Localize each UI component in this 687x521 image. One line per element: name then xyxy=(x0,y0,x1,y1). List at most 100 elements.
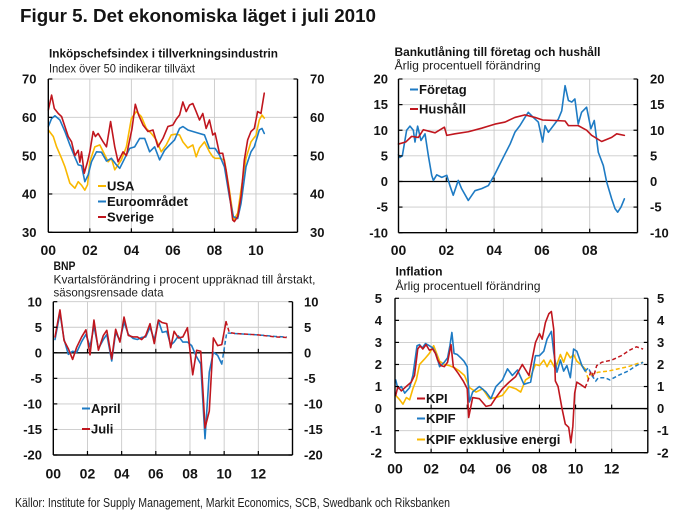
legend-item-hushall: Hushåll xyxy=(410,102,466,117)
chart-title: Bankutlåning till företag och hushåll xyxy=(395,45,601,59)
series-forecast-line-kpi xyxy=(584,346,644,388)
y-tick-label-right: 5 xyxy=(657,291,664,306)
y-tick-label-left: 5 xyxy=(381,148,388,163)
y-tick-label-left: 50 xyxy=(22,148,36,163)
chart-subtitle: Årlig procentuell förändring xyxy=(395,58,541,73)
legend-item-kpif: KPIF xyxy=(417,411,456,426)
y-tick-label-right: -20 xyxy=(304,448,323,463)
x-tick-label: 06 xyxy=(148,466,164,482)
y-tick-label-left: 40 xyxy=(22,187,36,202)
x-tick-label: 04 xyxy=(114,466,130,482)
legend: April Juli xyxy=(82,401,121,437)
y-tick-label-right: 0 xyxy=(657,401,664,416)
x-tick-label: 04 xyxy=(124,242,140,258)
y-tick-label-left: 1 xyxy=(375,379,382,394)
chart-pmi: 30 30 40 40 50 50 60 60 70 70 00 02 04 06 08 10 Inköpsc… xyxy=(22,46,324,258)
x-tick-label: 00 xyxy=(391,242,407,258)
legend-item-april: April xyxy=(82,401,121,416)
legend-item-usa: USA xyxy=(98,179,135,194)
legend-item-sverige: Sverige xyxy=(98,210,154,225)
y-tick-label-right: 10 xyxy=(650,123,664,138)
y-tick-label-left: 0 xyxy=(35,345,42,360)
y-tick-label-right: 1 xyxy=(657,379,664,394)
y-tick-label-right: -2 xyxy=(657,445,669,460)
x-tick-label: 00 xyxy=(41,242,57,258)
source-note: Källor: Institute for Supply Management,… xyxy=(15,495,450,510)
legend-label: Euroområdet xyxy=(107,194,189,209)
x-tick-label: 08 xyxy=(182,466,198,482)
y-tick-label-right: 20 xyxy=(650,72,664,87)
y-tick-label-left: 2 xyxy=(375,357,382,372)
chart-inflation: -2 -2-1 -10 01 12 23 34 45 500 02 04 06 08 10 12 Infla… xyxy=(370,265,668,477)
y-tick-label-left: 60 xyxy=(22,110,36,125)
y-tick-label-right: -1 xyxy=(657,423,669,438)
legend-item-euroomradet: Euroområdet xyxy=(98,194,189,209)
y-tick-label-left: 15 xyxy=(374,97,388,112)
y-tick-label-right: 60 xyxy=(310,110,324,125)
y-tick-label-right: -10 xyxy=(650,225,669,240)
chart-title: BNP xyxy=(54,259,76,273)
series-forecast-line-kpif-exklusive-energi xyxy=(584,361,644,380)
y-tick-label-right: -5 xyxy=(304,371,316,386)
x-tick-label: 06 xyxy=(165,242,181,258)
legend-label: Hushåll xyxy=(419,102,466,117)
y-tick-label-left: -20 xyxy=(23,448,42,463)
y-tick-label-left: 0 xyxy=(375,401,382,416)
chart-subtitle: Kvartalsförändring i procent uppräknad t… xyxy=(54,272,316,286)
y-tick-label-right: 5 xyxy=(650,148,657,163)
y-tick-label-left: 30 xyxy=(22,225,36,240)
legend: USA Euroområdet Sverige xyxy=(98,179,189,225)
series-line-sverige xyxy=(47,92,266,223)
x-tick-label: 12 xyxy=(251,466,267,482)
y-tick-label-left: 10 xyxy=(28,294,42,309)
y-tick-label-left: 20 xyxy=(374,72,388,87)
x-tick-label: 08 xyxy=(207,242,223,258)
series-line-kpif-exklusive-energi xyxy=(394,344,586,405)
x-tick-label: 00 xyxy=(46,466,62,482)
y-tick-label-left: -1 xyxy=(370,423,382,438)
legend-label: Företag xyxy=(419,82,467,97)
y-tick-label-right: 5 xyxy=(304,320,311,335)
x-tick-label: 06 xyxy=(534,242,550,258)
legend-item-kpi: KPI xyxy=(417,391,448,406)
y-tick-label-left: -5 xyxy=(376,200,388,215)
series-forecast-line-juli xyxy=(225,321,287,339)
x-tick-label: 10 xyxy=(248,242,264,258)
x-tick-label: 02 xyxy=(80,466,96,482)
legend-item-kpif-exklusive-energi: KPIF exklusive energi xyxy=(417,432,560,447)
y-tick-label-right: -5 xyxy=(650,200,662,215)
y-tick-label-right: 15 xyxy=(650,97,664,112)
legend-label: Sverige xyxy=(107,210,154,225)
x-tick-label: 00 xyxy=(387,461,403,477)
x-tick-label: 02 xyxy=(423,461,439,477)
chart-subtitle: Årlig procentuell förändring xyxy=(396,278,541,293)
legend-label: Juli xyxy=(91,422,113,437)
y-tick-label-right: -15 xyxy=(304,422,323,437)
legend: Företag Hushåll xyxy=(410,82,467,117)
y-tick-label-left: -15 xyxy=(23,422,42,437)
legend: KPI KPIF KPIF exklusive energi xyxy=(417,391,560,447)
x-tick-label: 10 xyxy=(568,461,584,477)
x-tick-label: 12 xyxy=(604,461,620,477)
y-tick-label-right: 4 xyxy=(657,313,665,328)
x-tick-label: 08 xyxy=(532,461,548,477)
y-tick-label-left: -10 xyxy=(23,397,42,412)
series-line-juli xyxy=(54,309,227,429)
plot-area: -2 -2-1 -10 01 12 23 34 45 500 02 04 06 08 10 12 xyxy=(370,291,668,477)
y-tick-label-right: 40 xyxy=(310,187,324,202)
y-tick-label-right: 70 xyxy=(310,72,324,87)
x-tick-label: 10 xyxy=(216,466,232,482)
chart-title: Inköpschefsindex i tillverkningsindustri… xyxy=(49,46,278,60)
y-tick-label-left: 3 xyxy=(375,335,382,350)
series-line-euroområdet xyxy=(47,114,266,220)
x-tick-label: 02 xyxy=(82,242,98,258)
legend-label: KPIF exklusive energi xyxy=(426,432,560,447)
y-tick-label-left: 4 xyxy=(375,313,383,328)
y-tick-label-left: 70 xyxy=(22,72,36,87)
